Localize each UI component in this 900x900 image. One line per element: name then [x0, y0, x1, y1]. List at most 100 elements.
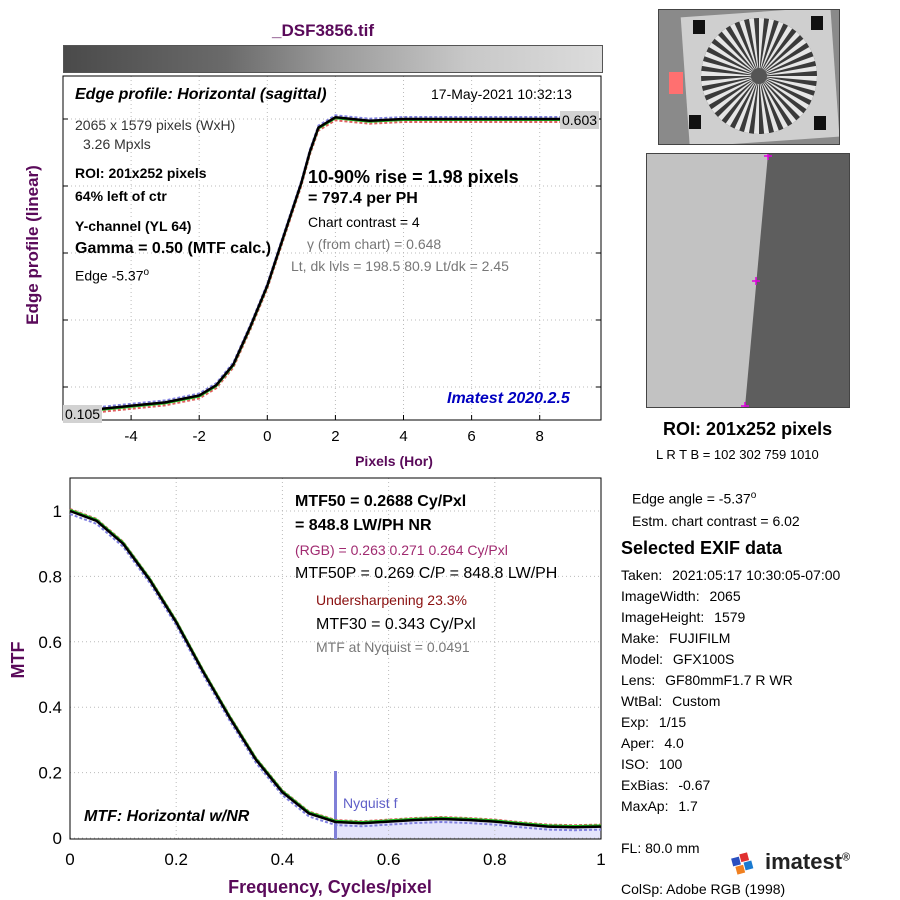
edge-heading: Edge profile: Horizontal (sagittal): [75, 86, 327, 103]
light-dark-levels: Lt, dk lvls = 198.5 80.9 Lt/dk = 2.45: [291, 258, 509, 274]
exif-key: ExBias:: [621, 777, 673, 793]
star-ray: [739, 20, 759, 76]
exif-value: 4.0: [664, 735, 684, 751]
mtf-xtick-label: 0: [65, 850, 74, 869]
star-ray: [759, 18, 765, 76]
chart-thumbnail: [658, 9, 840, 145]
edge-xlabel: Pixels (Hor): [355, 453, 433, 469]
mtf50p-value: MTF50P = 0.269 C/P = 848.8 LW/PH: [295, 565, 558, 582]
timestamp: 17-May-2021 10:32:13: [431, 86, 572, 102]
edge-xtick-label: 2: [331, 428, 339, 445]
imatest-logo-text: imatest®: [765, 849, 851, 874]
edge-xtick-label: 8: [536, 428, 544, 445]
star-ray: [759, 56, 815, 76]
exif-value: 100: [658, 756, 683, 772]
exif-key: ISO:: [621, 756, 653, 772]
gamma-from-chart: γ (from chart) = 0.648: [307, 236, 442, 252]
gamma-value: Gamma = 0.50 (MTF calc.): [75, 240, 272, 257]
edge-xtick-label: -2: [193, 428, 206, 445]
exif-value: GFX100S: [672, 651, 735, 667]
roi-size: ROI: 201x252 pixels: [75, 165, 207, 181]
exif-row: ExBias: -0.67: [621, 777, 840, 798]
file-title: _DSF3856.tif: [272, 21, 375, 40]
exif-value: 1.7: [678, 798, 698, 814]
mtf-ytick-label: 0.8: [38, 567, 62, 586]
star-ray: [759, 76, 810, 110]
star-ray: [703, 76, 759, 96]
exif-value: 1/15: [658, 714, 687, 730]
star-ray: [753, 76, 759, 134]
star-ray: [714, 35, 759, 76]
mtf-ytick-label: 1: [53, 502, 62, 521]
exif-value: 2021:05:17 10:30:05-07:00: [672, 567, 841, 583]
mtf-xtick-label: 1: [596, 850, 605, 869]
mtf-ticks: 0 0.2 0.4 0.6 0.8 1 0 0.2 0.4 0.6 0.8 1: [38, 502, 605, 869]
exif-value: FUJIFILM: [669, 630, 731, 646]
edge-curves: [62, 114, 574, 415]
star-ray: [701, 70, 759, 76]
star-ray: [759, 76, 814, 101]
exif-title: Selected EXIF data: [621, 538, 783, 558]
exif-key: Lens:: [621, 672, 660, 688]
star-ray: [759, 76, 788, 129]
mtf50-lwph: = 848.8 LW/PH NR: [295, 517, 432, 534]
exif-key: Model:: [621, 651, 667, 667]
high-level-badge: 0.603: [560, 111, 600, 129]
mtf50-value: MTF50 = 0.2688 Cy/Pxl: [295, 493, 467, 510]
star-ray: [711, 76, 759, 114]
star-ray: [718, 76, 759, 121]
exif-row: ImageHeight: 1579: [621, 609, 840, 630]
star-ray: [759, 21, 784, 76]
undersharpening: Undersharpening 23.3%: [316, 592, 467, 608]
exif-key: WtBal:: [621, 693, 667, 709]
exif-focal-length: FL: 80.0 mm: [621, 840, 700, 856]
star-ray: [759, 76, 779, 132]
megapixels: 3.26 Mpxls: [83, 136, 151, 152]
imatest-logo-icon: [731, 849, 761, 879]
exif-row: MaxAp: 1.7: [621, 798, 840, 819]
roi-position: 64% left of ctr: [75, 188, 167, 204]
low-level-badge: 0.105: [63, 405, 103, 423]
exif-row: WtBal: Custom: [621, 693, 840, 714]
edge-curve-blue: [62, 114, 574, 410]
exif-row: ISO: 100: [621, 756, 840, 777]
side-edge-angle: Edge angle = -5.37o: [632, 490, 757, 507]
star-ray: [706, 76, 759, 105]
exif-row: Taken: 2021:05:17 10:30:05-07:00: [621, 567, 840, 588]
exif-row: ImageWidth: 2065: [621, 588, 840, 609]
exif-key: Make:: [621, 630, 664, 646]
star-ray: [759, 31, 800, 77]
star-ray: [708, 42, 759, 76]
roi-coords: L R T B = 102 302 759 1010: [656, 447, 819, 462]
mtf-curve-blue: [69, 513, 602, 832]
mtf-curves: [69, 508, 602, 832]
mtf-ytick-label: 0.2: [38, 764, 62, 783]
mtf-xlabel: Frequency, Cycles/pixel: [228, 877, 432, 897]
exif-key: Exp:: [621, 714, 653, 730]
edge-xtick-label: 0: [263, 428, 271, 445]
star-ray: [759, 76, 817, 91]
edge-plot-frame: [62, 75, 602, 421]
roi-image: [646, 153, 850, 408]
mtf-caption: MTF: Horizontal w/NR: [84, 808, 250, 825]
exif-list: Taken: 2021:05:17 10:30:05-07:00 ImageWid…: [621, 567, 840, 819]
edge-xtick-label: 6: [467, 428, 475, 445]
mtf-xtick-label: 0.4: [271, 850, 295, 869]
star-ray: [725, 76, 759, 127]
star-ray: [721, 28, 759, 76]
mtf-xtick-label: 0.8: [483, 850, 507, 869]
star-ray: [759, 18, 774, 76]
mtf-ytick-label: 0: [53, 829, 62, 848]
edge-ticks: -4 -2 0 2 4 6 8: [63, 118, 601, 445]
chart-thumbnail-drawing: [659, 10, 839, 144]
edge-xtick-label: 4: [399, 428, 407, 445]
edge-curve-luminance: [62, 116, 574, 413]
star-ray: [730, 23, 759, 76]
mtf-at-nyquist: MTF at Nyquist = 0.0491: [316, 639, 470, 655]
mtf-xtick-label: 0.6: [377, 850, 401, 869]
star-ray: [704, 51, 759, 76]
exif-value: Custom: [672, 693, 721, 709]
mtf-ylabel: MTF: [8, 642, 28, 679]
exif-key: MaxAp:: [621, 798, 673, 814]
